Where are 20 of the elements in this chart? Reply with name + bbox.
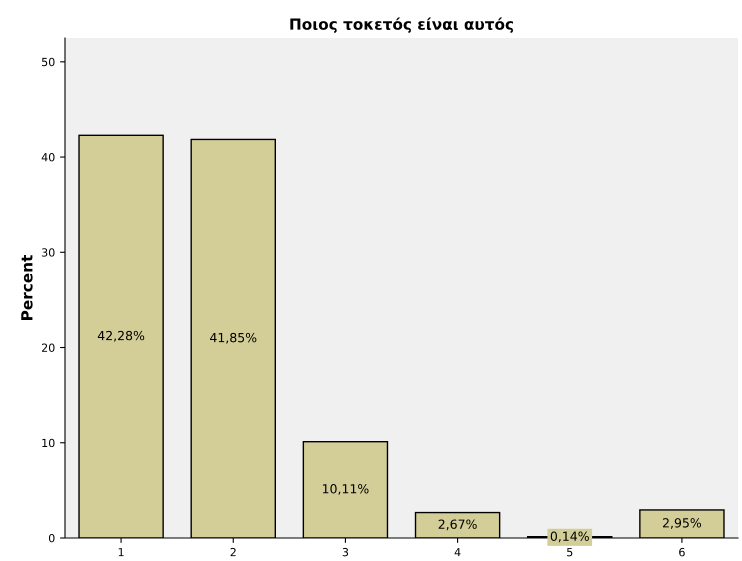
x-tick-label: 5	[567, 548, 572, 556]
data-label: 2,95%	[662, 518, 702, 529]
x-tick-label: 2	[230, 548, 236, 556]
data-label: 42,28%	[98, 330, 144, 342]
y-axis-title: Percent	[21, 255, 33, 320]
x-tick-label: 6	[679, 548, 685, 556]
y-tick-label: 30	[42, 248, 55, 257]
y-tick-label: 10	[42, 438, 55, 448]
x-tick-label: 3	[342, 548, 348, 556]
x-tick-label: 4	[454, 548, 460, 556]
y-tick-label: 0	[48, 534, 55, 542]
y-tick-label: 40	[42, 153, 55, 162]
chart-title: Ποιος τοκετός είναι αυτός	[290, 17, 514, 33]
data-label: 10,11%	[322, 484, 369, 495]
data-label: 0,14%	[550, 532, 589, 542]
y-tick-label: 50	[42, 58, 55, 66]
data-label: 41,85%	[210, 332, 256, 344]
x-tick-label: 1	[118, 548, 124, 556]
data-label: 2,67%	[438, 519, 477, 530]
y-tick-label: 20	[42, 344, 55, 352]
